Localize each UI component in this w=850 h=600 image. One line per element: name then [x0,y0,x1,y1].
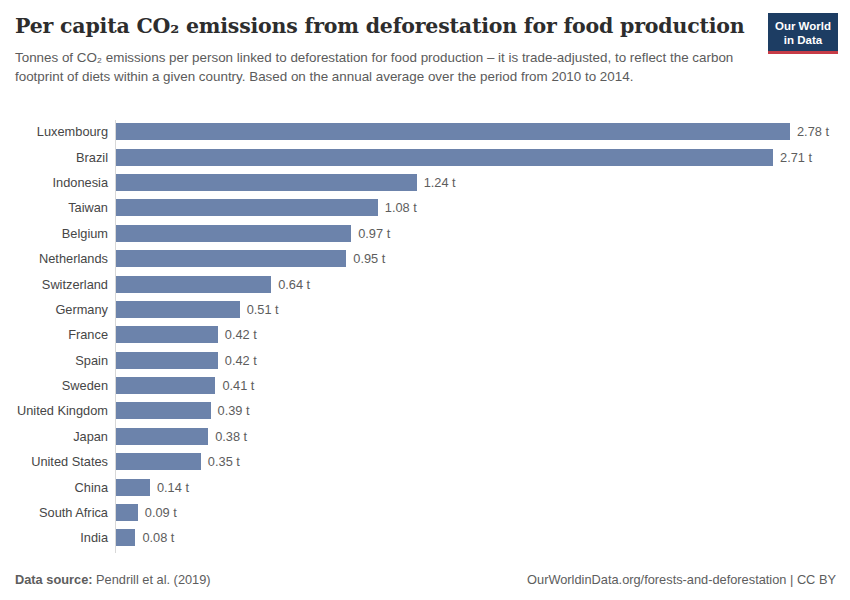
bar-row: Germany 0.51 t [0,297,850,322]
bar[interactable] [116,250,346,267]
header: Per capita CO₂ emissions from deforestat… [15,14,835,86]
bar-row: France 0.42 t [0,322,850,347]
country-label: Netherlands [0,251,116,266]
country-label: India [0,530,116,545]
credit-link[interactable]: OurWorldinData.org/forests-and-deforesta… [527,572,836,587]
owid-logo[interactable]: Our World in Data [768,13,838,54]
country-label: Japan [0,429,116,444]
value-label: 0.64 t [278,277,310,292]
bar-track: 0.95 t [116,246,850,271]
bar[interactable] [116,276,271,293]
value-label: 0.42 t [225,353,257,368]
bar-track: 0.08 t [116,525,850,550]
country-label: France [0,327,116,342]
footer: Data source: Pendrill et al. (2019) OurW… [15,572,836,587]
bar[interactable] [116,149,773,166]
bar[interactable] [116,326,218,343]
bar[interactable] [116,123,790,140]
bar[interactable] [116,199,378,216]
bar-track: 0.64 t [116,271,850,296]
bar-row: India 0.08 t [0,525,850,550]
bar-track: 2.78 t [116,119,850,144]
bar-track: 0.09 t [116,500,850,525]
bar-row: Switzerland 0.64 t [0,271,850,296]
bar[interactable] [116,352,218,369]
bar[interactable] [116,504,138,521]
value-label: 0.39 t [218,403,250,418]
data-source: Data source: Pendrill et al. (2019) [15,572,211,587]
country-label: Germany [0,302,116,317]
bar-track: 0.97 t [116,221,850,246]
bar-row: Netherlands 0.95 t [0,246,850,271]
value-label: 0.42 t [225,327,257,342]
bar-track: 1.08 t [116,195,850,220]
chart-page: Per capita CO₂ emissions from deforestat… [0,0,850,600]
bar-row: United States 0.35 t [0,449,850,474]
bar[interactable] [116,479,150,496]
value-label: 1.24 t [424,175,456,190]
chart-subtitle: Tonnes of CO₂ emissions per person linke… [15,48,753,87]
bar[interactable] [116,529,135,546]
country-label: United States [0,454,116,469]
bar-row: Taiwan 1.08 t [0,195,850,220]
value-label: 0.09 t [145,505,177,520]
value-label: 2.71 t [780,150,812,165]
country-label: Luxembourg [0,124,116,139]
bar-row: Spain 0.42 t [0,348,850,373]
bar-row: Indonesia 1.24 t [0,170,850,195]
bar-row: China 0.14 t [0,474,850,499]
value-label: 0.97 t [358,226,390,241]
bar-track: 0.41 t [116,373,850,398]
country-label: China [0,480,116,495]
value-label: 0.08 t [142,530,174,545]
country-label: South Africa [0,505,116,520]
bar-track: 0.39 t [116,398,850,423]
owid-logo-line1: Our World [775,19,831,33]
bar-track: 0.42 t [116,348,850,373]
bar-track: 2.71 t [116,144,850,169]
value-label: 0.35 t [208,454,240,469]
bar-row: Japan 0.38 t [0,424,850,449]
bar-track: 0.42 t [116,322,850,347]
value-label: 0.95 t [353,251,385,266]
country-label: United Kingdom [0,403,116,418]
bar[interactable] [116,377,215,394]
value-label: 1.08 t [385,200,417,215]
country-label: Belgium [0,226,116,241]
bar-row: Brazil 2.71 t [0,144,850,169]
bar-track: 0.14 t [116,474,850,499]
bar-track: 0.38 t [116,424,850,449]
bar-track: 0.51 t [116,297,850,322]
value-label: 2.78 t [797,124,829,139]
country-label: Spain [0,353,116,368]
country-label: Taiwan [0,200,116,215]
bar-row: South Africa 0.09 t [0,500,850,525]
data-source-label: Data source: [15,572,93,587]
bar[interactable] [116,225,351,242]
country-label: Brazil [0,150,116,165]
bar[interactable] [116,453,201,470]
value-label: 0.51 t [247,302,279,317]
country-label: Indonesia [0,175,116,190]
bar-track: 1.24 t [116,170,850,195]
bar-track: 0.35 t [116,449,850,474]
country-label: Switzerland [0,277,116,292]
bar-row: Sweden 0.41 t [0,373,850,398]
data-source-value: Pendrill et al. (2019) [93,572,211,587]
bar[interactable] [116,301,240,318]
bar-chart: Luxembourg 2.78 t Brazil 2.71 t Indonesia 1.2… [0,119,850,553]
country-label: Sweden [0,378,116,393]
value-label: 0.38 t [215,429,247,444]
bar-row: Belgium 0.97 t [0,221,850,246]
bar-rows: Luxembourg 2.78 t Brazil 2.71 t Indonesia 1.2… [0,119,850,551]
owid-logo-line2: in Data [775,33,831,47]
bar[interactable] [116,174,417,191]
chart-title: Per capita CO₂ emissions from deforestat… [15,14,835,40]
bar[interactable] [116,402,211,419]
bar-row: United Kingdom 0.39 t [0,398,850,423]
bar[interactable] [116,428,208,445]
value-label: 0.14 t [157,480,189,495]
value-label: 0.41 t [222,378,254,393]
bar-row: Luxembourg 2.78 t [0,119,850,144]
